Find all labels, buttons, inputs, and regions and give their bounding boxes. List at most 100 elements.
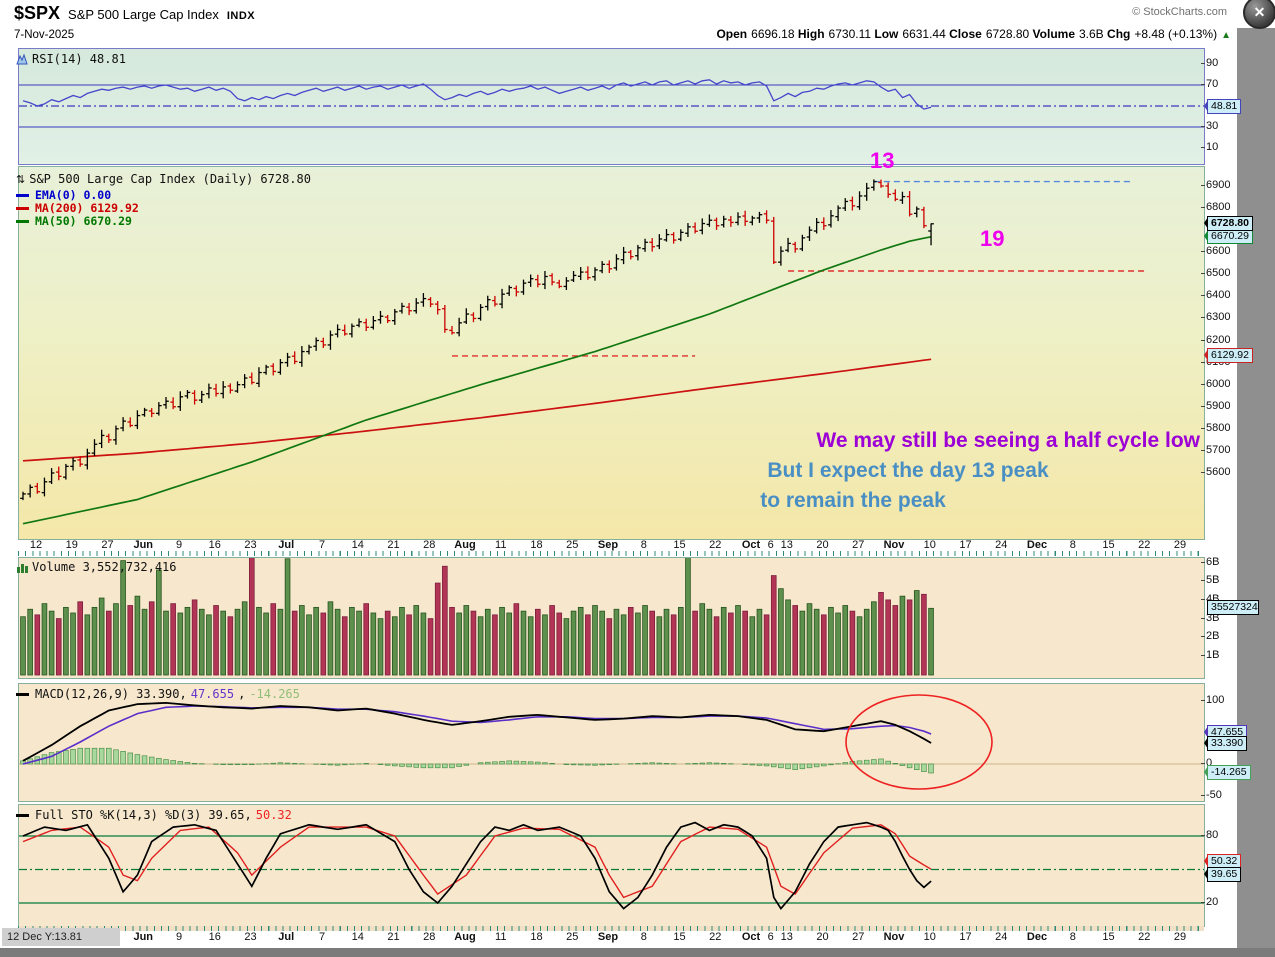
close-label: Close (949, 27, 982, 41)
macd-value-badge: 33.390 (1203, 736, 1248, 751)
high-value: 6730.11 (828, 27, 872, 41)
symbol: $SPX (14, 3, 61, 23)
rsi-icon (16, 53, 28, 65)
axis-tick-label: 6600 (1200, 245, 1231, 258)
ma50-value-badge: 6670.29 (1204, 229, 1253, 244)
ma200-legend: MA(200) 6129.92 (16, 201, 139, 215)
stochastics-panel[interactable] (18, 804, 1205, 927)
date-label: 22 (1138, 931, 1151, 943)
date-label: Jul (278, 539, 295, 551)
axis-tick-label: 6000 (1200, 377, 1231, 390)
low-label: Low (874, 27, 899, 41)
volume-legend-label: Volume 3,552,732,416 (32, 560, 177, 574)
ema-legend: EMA(0) 0.00 (16, 188, 111, 202)
volume-panel[interactable] (18, 557, 1205, 679)
price-plot[interactable] (19, 167, 1204, 539)
axis-tick-label: 0 (1200, 757, 1213, 769)
date-label: 8 (1069, 539, 1076, 551)
date-label: Jul (278, 931, 295, 943)
date-label: 15 (1102, 931, 1115, 943)
copyright: © StockCharts.com (1132, 6, 1227, 18)
date-label: 27 (852, 539, 865, 551)
high-label: High (797, 27, 825, 41)
volume-value: 3.6B (1079, 27, 1104, 41)
date-label: 9 (175, 931, 183, 943)
date-label: Nov (883, 539, 905, 551)
volume-icon (16, 562, 28, 573)
date-label: 11 (495, 539, 507, 551)
date-label: Jun (133, 539, 154, 551)
date-label: 8 (640, 931, 647, 943)
axis-tick-label: 5700 (1200, 443, 1231, 456)
annotation-line3: to remain the peak (760, 489, 946, 512)
macd-legend: MACD(12,26,9) 33.390, 47.655, -14.265 (16, 687, 300, 701)
date-label: Sep (597, 539, 619, 551)
date-label: Sep (597, 931, 619, 943)
axis-tick-label: 6B (1200, 555, 1220, 568)
annotation-day19: 19 (980, 226, 1005, 251)
date-label: 10 (923, 539, 936, 551)
date-label: 20 (816, 931, 829, 943)
date-label: 15 (1102, 539, 1115, 551)
stochastics-plot[interactable] (19, 805, 1204, 926)
sto-d-value: 50.32 (255, 808, 292, 822)
date-label: Dec (1026, 539, 1048, 551)
date-label: 8 (1069, 931, 1076, 943)
date-label: 27 (852, 931, 865, 943)
rsi-legend-label: RSI(14) 48.81 (32, 52, 126, 66)
rsi-legend: RSI(14) 48.81 (16, 52, 126, 66)
annotation-day13: 13 (870, 148, 895, 173)
date-label: 29 (1173, 931, 1187, 943)
volume-legend: Volume 3,552,732,416 (16, 560, 177, 574)
date-label: 16 (208, 931, 221, 943)
date-label: 18 (530, 539, 543, 551)
bottom-scrollbar[interactable] (0, 948, 1275, 957)
rsi-panel[interactable] (18, 48, 1205, 165)
close-value: 6728.80 (985, 27, 1030, 41)
macd-hist-value: -14.265 (249, 687, 300, 701)
axis-tick-label: 5B (1200, 574, 1220, 587)
date-label: Nov (883, 931, 905, 943)
crosshair-readout: 12 Dec Y:13.81 (2, 928, 120, 946)
axis-tick-label: 5900 (1200, 399, 1231, 412)
macd-panel[interactable] (18, 683, 1205, 802)
axis-tick-label: 90 (1200, 57, 1219, 69)
date-label: Dec (1026, 931, 1048, 943)
date-axis-ticks-top (18, 551, 1204, 556)
rsi-value-badge: 48.81 (1203, 99, 1242, 114)
macd-sep: , (238, 687, 246, 701)
date-label: 22 (1138, 539, 1151, 551)
date-label: 21 (387, 931, 400, 943)
date-label: 7 (318, 931, 326, 943)
date-label: 15 (673, 539, 686, 551)
date-label: 9 (175, 539, 183, 551)
date-label: 22 (709, 539, 722, 551)
date-label: 13 (780, 539, 793, 551)
close-button[interactable]: ✕ (1243, 0, 1275, 29)
annotation-line1: We may still be seeing a half cycle low (816, 429, 1200, 452)
date-label: 29 (1173, 539, 1187, 551)
date-label: 20 (816, 539, 829, 551)
date-label: 23 (244, 539, 257, 551)
macd-legend-name: MACD(12,26,9) 33.390, (35, 687, 187, 701)
axis-tick-label: 70 (1200, 78, 1219, 90)
date-label: 14 (351, 931, 364, 943)
open-value: 6696.18 (751, 27, 795, 41)
date-label: 17 (959, 931, 972, 943)
macd-histogram-badge: -14.265 (1204, 765, 1251, 780)
ma50-legend-label: MA(50) 6670.29 (35, 214, 132, 228)
symbol-name: S&P 500 Large Cap Index (68, 7, 219, 22)
axis-tick-label: 6500 (1200, 267, 1231, 280)
date-label: 6 (767, 539, 774, 551)
open-label: Open (716, 27, 748, 41)
axis-tick-label: 30 (1200, 120, 1219, 132)
macd-signal-value: 47.655 (190, 687, 235, 701)
macd-plot[interactable] (19, 684, 1204, 801)
volume-plot[interactable] (19, 558, 1204, 678)
price-panel[interactable] (18, 166, 1205, 540)
chg-label: Chg (1107, 27, 1131, 41)
axis-tick-label: -50 (1201, 788, 1222, 801)
rsi-plot[interactable] (19, 49, 1204, 164)
annotation-line2: But I expect the day 13 peak (767, 459, 1049, 482)
date-label: 14 (351, 539, 364, 551)
